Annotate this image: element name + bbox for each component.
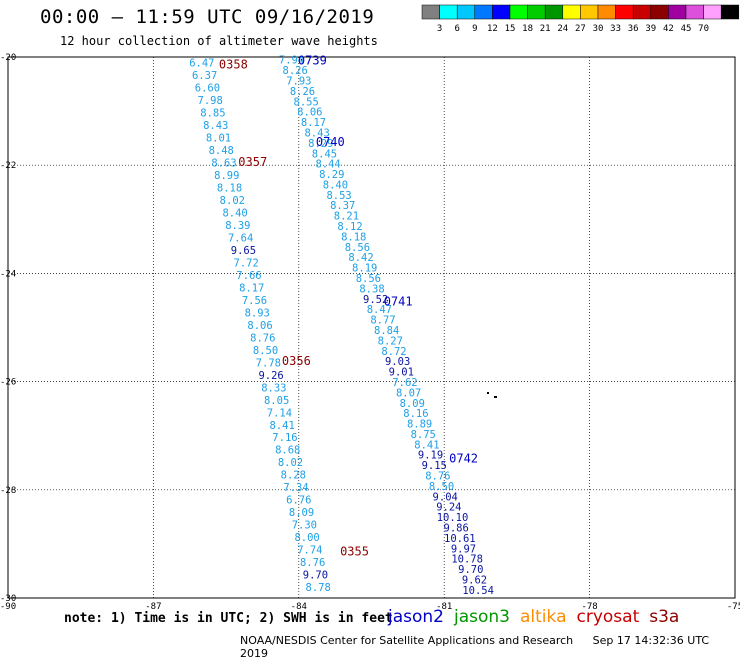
wave-height-value: 8.17 xyxy=(239,282,264,294)
footer-credit: NOAA/NESDIS Center for Satellite Applica… xyxy=(240,634,740,660)
wave-height-value: 7.30 xyxy=(292,520,317,532)
wave-height-value: 8.50 xyxy=(253,345,278,357)
wave-height-value: 8.01 xyxy=(206,132,231,144)
wave-height-value: 8.00 xyxy=(294,532,319,544)
wave-height-value: 7.56 xyxy=(242,295,267,307)
wave-height-value: 7.72 xyxy=(234,257,259,269)
wave-height-value: 8.28 xyxy=(281,470,306,482)
lat-tick-label: -28 xyxy=(0,486,16,496)
lon-tick-label: -87 xyxy=(145,602,161,610)
island-dot xyxy=(487,392,489,394)
pass-time-label: 0741 xyxy=(384,294,413,308)
lat-tick-label: -20 xyxy=(0,53,16,63)
wave-height-value: 8.76 xyxy=(300,557,325,569)
satellite-altika: altika xyxy=(520,607,567,627)
pass-time-label: 0740 xyxy=(316,135,345,149)
map-frame xyxy=(8,57,735,598)
wave-height-value: 8.18 xyxy=(217,182,242,194)
wave-height-value: 8.06 xyxy=(247,320,272,332)
pass-time-label: 0742 xyxy=(449,451,478,465)
wave-height-value: 6.60 xyxy=(195,82,220,94)
credit-text: NOAA/NESDIS Center for Satellite Applica… xyxy=(240,634,573,647)
wave-height-value: 8.02 xyxy=(220,195,245,207)
lat-tick-label: -24 xyxy=(0,269,16,279)
lat-tick-label: -30 xyxy=(0,594,16,604)
pass-time-label: 0358 xyxy=(219,57,248,71)
wave-height-value: 7.74 xyxy=(297,545,322,557)
wave-height-value: 7.78 xyxy=(256,357,281,369)
pass-time-label: 0355 xyxy=(340,544,369,558)
satellite-cryosat: cryosat xyxy=(577,607,640,627)
wave-height-value: 7.14 xyxy=(267,407,292,419)
lat-tick-label: -26 xyxy=(0,378,16,388)
wave-height-value: 8.63 xyxy=(211,157,236,169)
satellite-jason2: jason2 xyxy=(388,607,444,627)
wave-height-value: 10.54 xyxy=(462,585,494,597)
wave-height-value: 9.26 xyxy=(258,370,283,382)
pass-time-label: 0739 xyxy=(298,54,327,68)
lon-tick-label: -75 xyxy=(727,602,740,610)
wave-height-value: 7.66 xyxy=(236,270,261,282)
wave-height-value: 8.48 xyxy=(209,145,234,157)
wave-height-value: 8.78 xyxy=(306,582,331,594)
wave-height-value: 8.68 xyxy=(275,445,300,457)
wave-height-value: 8.09 xyxy=(289,507,314,519)
wave-height-value: 6.47 xyxy=(189,57,214,69)
wave-height-value: 7.16 xyxy=(272,432,297,444)
wave-height-value: 7.64 xyxy=(228,232,253,244)
wave-height-value: 6.76 xyxy=(286,495,311,507)
wave-height-value: 8.93 xyxy=(245,307,270,319)
wave-height-value: 8.40 xyxy=(222,207,247,219)
wave-height-value: 6.37 xyxy=(192,70,217,82)
pass-time-label: 0356 xyxy=(282,354,311,368)
wave-height-value: 8.99 xyxy=(214,170,239,182)
satellite-legend: jason2 jason3 altika cryosat s3a xyxy=(388,607,689,627)
wave-height-value: 8.33 xyxy=(261,382,286,394)
wave-height-value: 8.41 xyxy=(270,420,295,432)
wave-height-value: 8.43 xyxy=(203,120,228,132)
wave-height-value: 8.76 xyxy=(250,332,275,344)
lon-tick-label: -84 xyxy=(291,602,307,610)
wave-height-value: 7.34 xyxy=(283,482,308,494)
pass-time-label: 0357 xyxy=(238,155,267,169)
lat-tick-label: -22 xyxy=(0,161,16,171)
wave-height-value: 8.05 xyxy=(264,395,289,407)
island-dot xyxy=(494,396,497,398)
wave-height-map: -90-87-84-81-78-75-20-22-24-26-28-306.47… xyxy=(0,0,740,610)
wave-height-value: 8.02 xyxy=(278,457,303,469)
wave-height-value: 8.39 xyxy=(225,220,250,232)
wave-height-value: 9.70 xyxy=(303,570,328,582)
satellite-s3a: s3a xyxy=(649,607,679,627)
satellite-jason3: jason3 xyxy=(454,607,510,627)
footer-note: note: 1) Time is in UTC; 2) SWH is in fe… xyxy=(64,611,393,626)
wave-height-value: 9.65 xyxy=(231,245,256,257)
wave-height-value: 7.98 xyxy=(198,95,223,107)
wave-height-value: 8.85 xyxy=(200,107,225,119)
